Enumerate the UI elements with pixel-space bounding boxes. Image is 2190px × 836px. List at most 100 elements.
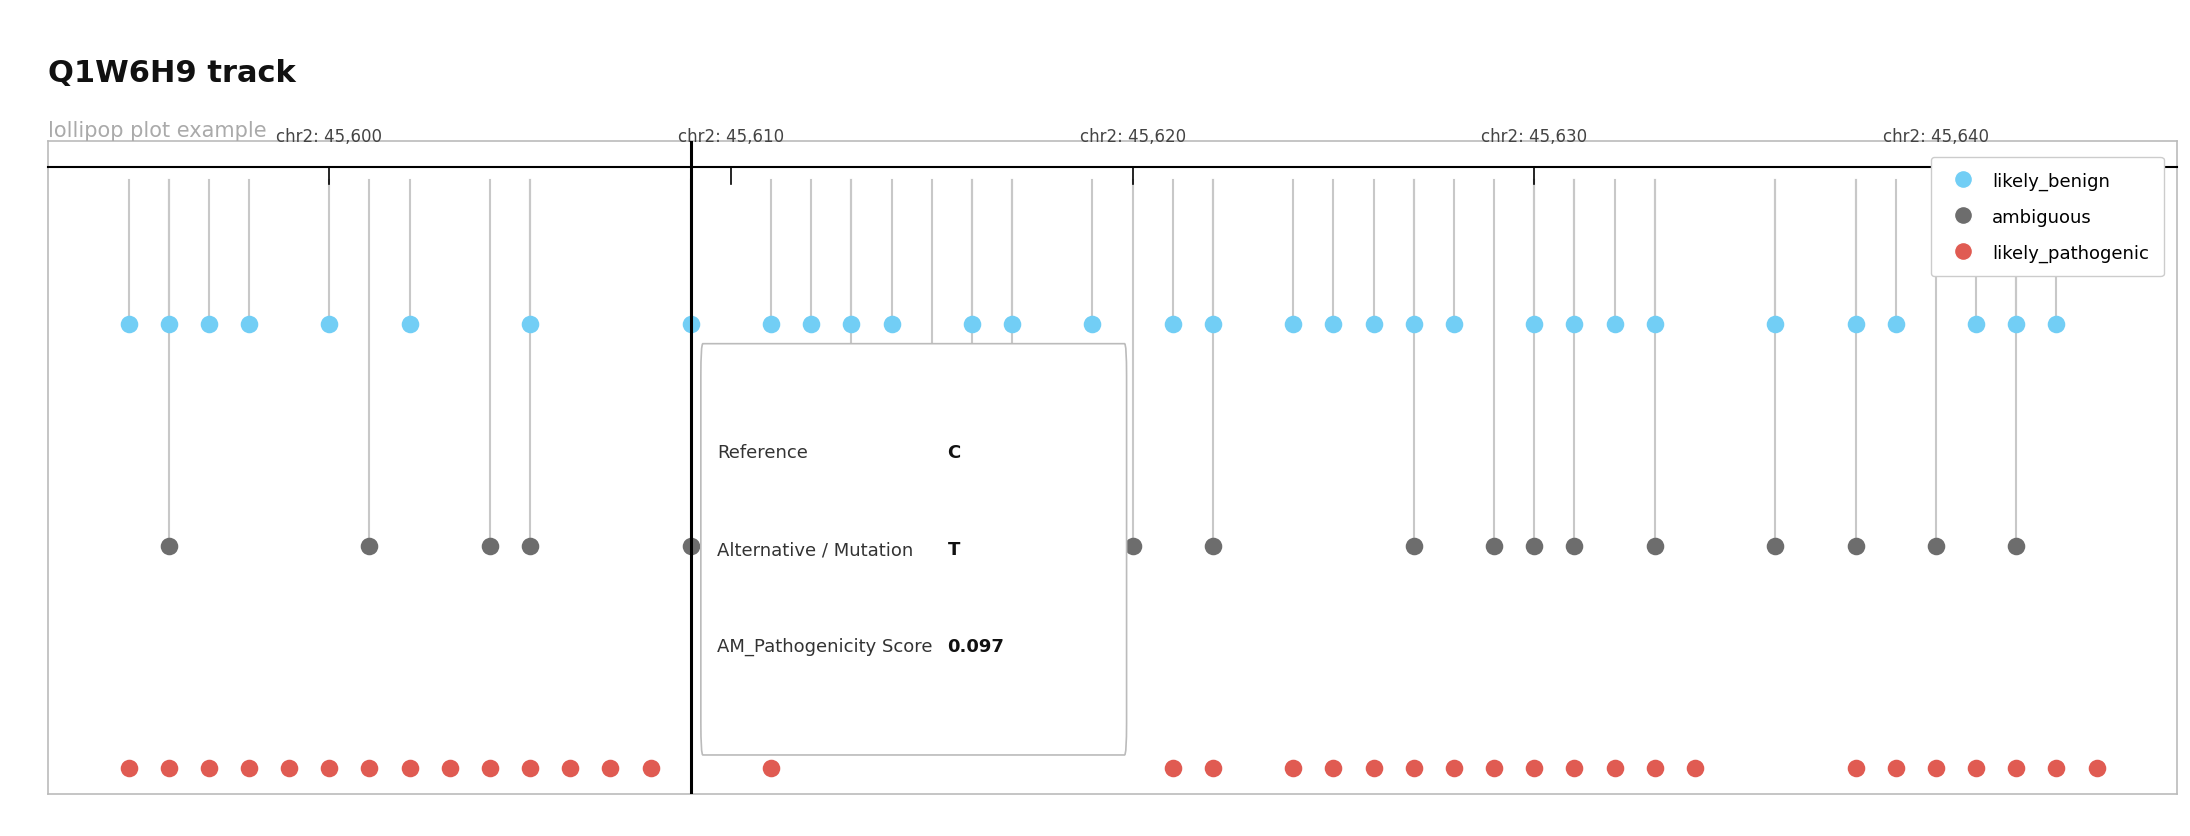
Point — [191, 762, 226, 775]
Point — [1597, 318, 1632, 331]
Point — [1196, 762, 1231, 775]
Point — [994, 540, 1029, 553]
Point — [1196, 540, 1231, 553]
Point — [512, 762, 548, 775]
Text: chr2: 45,610: chr2: 45,610 — [679, 127, 784, 145]
Point — [1518, 762, 1553, 775]
Point — [1437, 318, 1472, 331]
Point — [1638, 318, 1673, 331]
Text: Q1W6H9 track: Q1W6H9 track — [48, 59, 296, 88]
Point — [1597, 762, 1632, 775]
Point — [232, 762, 267, 775]
Point — [672, 318, 707, 331]
Point — [1277, 318, 1312, 331]
Point — [753, 318, 788, 331]
Point — [1397, 540, 1432, 553]
Point — [2039, 762, 2074, 775]
Point — [1759, 540, 1794, 553]
Point — [1638, 540, 1673, 553]
Point — [151, 540, 186, 553]
Point — [1918, 540, 1953, 553]
Point — [1999, 762, 2035, 775]
Point — [1958, 762, 1993, 775]
Point — [473, 540, 508, 553]
Point — [1999, 318, 2035, 331]
Point — [392, 318, 427, 331]
Point — [1918, 762, 1953, 775]
Text: Reference: Reference — [716, 444, 808, 462]
Point — [1879, 318, 1914, 331]
Point — [1476, 762, 1511, 775]
Point — [1958, 318, 1993, 331]
Point — [1356, 318, 1391, 331]
Text: chr2: 45,640: chr2: 45,640 — [1883, 127, 1989, 145]
Point — [353, 762, 388, 775]
Point — [552, 762, 587, 775]
Point — [1476, 540, 1511, 553]
Point — [1837, 540, 1872, 553]
Point — [1437, 762, 1472, 775]
FancyBboxPatch shape — [701, 344, 1126, 755]
Point — [834, 540, 869, 553]
Point — [431, 762, 466, 775]
Point — [1356, 762, 1391, 775]
Point — [353, 540, 388, 553]
Point — [512, 318, 548, 331]
Text: chr2: 45,620: chr2: 45,620 — [1080, 127, 1185, 145]
Point — [955, 540, 990, 553]
Point — [1837, 318, 1872, 331]
Point — [151, 762, 186, 775]
Point — [1156, 762, 1191, 775]
Point — [1397, 318, 1432, 331]
Text: T: T — [948, 541, 959, 558]
Point — [1316, 762, 1351, 775]
Point — [1518, 540, 1553, 553]
Point — [633, 762, 668, 775]
Point — [955, 318, 990, 331]
Point — [232, 318, 267, 331]
Point — [1115, 540, 1150, 553]
Point — [272, 762, 307, 775]
Point — [1557, 540, 1592, 553]
Point — [512, 540, 548, 553]
Point — [191, 318, 226, 331]
Point — [112, 762, 147, 775]
Text: lollipop plot example: lollipop plot example — [48, 121, 267, 141]
Point — [151, 318, 186, 331]
Point — [311, 762, 346, 775]
Point — [1557, 318, 1592, 331]
Point — [1277, 762, 1312, 775]
Point — [311, 318, 346, 331]
Point — [1759, 318, 1794, 331]
Point — [1518, 318, 1553, 331]
Point — [112, 318, 147, 331]
Point — [753, 762, 788, 775]
Text: 0.097: 0.097 — [948, 637, 1005, 655]
Point — [994, 318, 1029, 331]
Text: chr2: 45,600: chr2: 45,600 — [276, 127, 383, 145]
Point — [473, 762, 508, 775]
Point — [1316, 318, 1351, 331]
Point — [1837, 762, 1872, 775]
Legend: likely_benign, ambiguous, likely_pathogenic: likely_benign, ambiguous, likely_pathoge… — [1932, 158, 2164, 277]
Point — [1075, 318, 1110, 331]
Point — [672, 540, 707, 553]
Text: C: C — [948, 444, 961, 462]
Point — [1678, 762, 1713, 775]
Point — [1999, 540, 2035, 553]
Point — [913, 540, 948, 553]
Point — [2078, 762, 2113, 775]
Point — [1156, 318, 1191, 331]
Point — [2039, 318, 2074, 331]
Point — [874, 318, 909, 331]
Point — [1397, 762, 1432, 775]
Point — [834, 318, 869, 331]
Point — [793, 318, 828, 331]
Text: AM_Pathogenicity Score: AM_Pathogenicity Score — [716, 637, 933, 655]
Point — [1196, 318, 1231, 331]
Point — [1638, 762, 1673, 775]
Point — [593, 762, 629, 775]
Point — [1879, 762, 1914, 775]
Point — [1557, 762, 1592, 775]
Point — [392, 762, 427, 775]
